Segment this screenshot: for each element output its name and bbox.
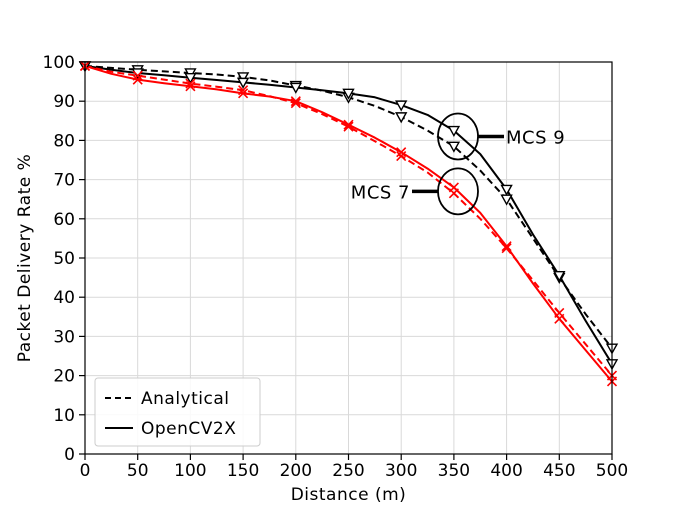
marker-stroke: [343, 121, 354, 132]
data-point-mcs-9-opencv2x: [289, 82, 302, 94]
data-point-mcs-9-opencv2x: [395, 100, 408, 112]
marker-stroke: [238, 88, 249, 99]
data-point-mcs-7-opencv2x: [132, 74, 143, 85]
marker-stroke: [343, 119, 354, 130]
data-point-mcs-9-opencv2x: [184, 72, 197, 85]
data-point-mcs-7-analytical: [343, 121, 354, 132]
data-point-mcs-9-analytical: [395, 112, 408, 124]
x-tick-label: 0: [80, 461, 91, 481]
marker-stroke: [185, 78, 196, 89]
data-point-mcs-7-opencv2x: [554, 313, 565, 324]
x-axis-title: Distance (m): [291, 485, 407, 505]
y-tick-label: 70: [53, 171, 75, 191]
annotations: MCS 9 MCS 7: [351, 112, 565, 216]
data-point-mcs-7-analytical: [290, 98, 301, 109]
data-point-mcs-7-opencv2x: [185, 81, 196, 92]
data-point-mcs-7-analytical: [396, 151, 407, 162]
y-tick-label: 10: [53, 406, 75, 426]
mcs7-label: MCS 7: [351, 182, 410, 203]
y-tick-label: 40: [53, 288, 75, 308]
data-point-mcs-7-opencv2x: [396, 147, 407, 158]
data-point-mcs-7-opencv2x: [448, 182, 459, 193]
y-tick-label: 80: [53, 131, 75, 151]
data-point-mcs-9-opencv2x: [342, 88, 355, 100]
axis-ticks: 0 50 100 150 200 250 300 350 400 450 500 0 10 20 30 40 5…: [43, 53, 629, 481]
legend: Analytical OpenCV2X: [94, 377, 261, 447]
x-tick-label: 300: [385, 461, 417, 481]
x-tick-label: 50: [127, 461, 149, 481]
x-tick-label: 100: [174, 461, 206, 481]
data-point-mcs-9-opencv2x: [500, 184, 513, 196]
x-tick-label: 250: [332, 461, 364, 481]
marker-stroke: [396, 151, 407, 162]
marker-stroke: [554, 313, 565, 324]
x-tick-label: 200: [280, 461, 312, 481]
marker-stroke: [185, 81, 196, 92]
y-axis-title: Packet Delivery Rate %: [15, 154, 35, 363]
x-tick-label: 350: [438, 461, 470, 481]
legend-label-analytical: Analytical: [141, 389, 229, 409]
data-point-mcs-7-opencv2x: [290, 96, 301, 107]
data-point-mcs-7-opencv2x: [501, 241, 512, 252]
data-point-mcs-7-opencv2x: [343, 119, 354, 130]
x-tick-label: 500: [596, 461, 628, 481]
marker-stroke: [501, 243, 512, 254]
marker-stroke: [448, 182, 459, 193]
data-point-mcs-9-analytical: [447, 141, 461, 153]
marker-stroke: [290, 98, 301, 109]
legend-label-opencv2x: OpenCV2X: [141, 419, 236, 439]
marker-stroke: [238, 85, 249, 96]
x-tick-label: 150: [227, 461, 259, 481]
x-tick-label: 450: [543, 461, 575, 481]
data-point-mcs-9-analytical: [236, 72, 250, 84]
y-tick-label: 100: [43, 53, 75, 73]
y-tick-label: 30: [53, 327, 75, 347]
mcs9-circle: [437, 112, 479, 161]
marker-stroke: [132, 74, 143, 85]
x-tick-label: 400: [490, 461, 522, 481]
data-point-mcs-7-analytical: [238, 85, 249, 96]
data-point-mcs-9-opencv2x: [236, 77, 250, 89]
marker-stroke: [396, 147, 407, 158]
data-point-mcs-7-opencv2x: [238, 88, 249, 99]
y-tick-label: 60: [53, 210, 75, 230]
y-tick-label: 20: [53, 367, 75, 387]
data-point-mcs-7-analytical: [185, 78, 196, 89]
y-tick-label: 50: [53, 249, 75, 269]
data-point-mcs-9-opencv2x: [553, 270, 566, 283]
y-tick-label: 90: [53, 92, 75, 112]
y-tick-label: 0: [64, 445, 75, 465]
marker-stroke: [132, 70, 143, 81]
data-point-mcs-7-analytical: [132, 70, 143, 81]
marker-stroke: [501, 241, 512, 252]
legend-box: [94, 377, 261, 447]
marker-stroke: [290, 96, 301, 107]
data-point-mcs-9-opencv2x: [447, 125, 461, 138]
mcs9-label: MCS 9: [506, 127, 565, 148]
data-point-mcs-7-analytical: [501, 243, 512, 254]
